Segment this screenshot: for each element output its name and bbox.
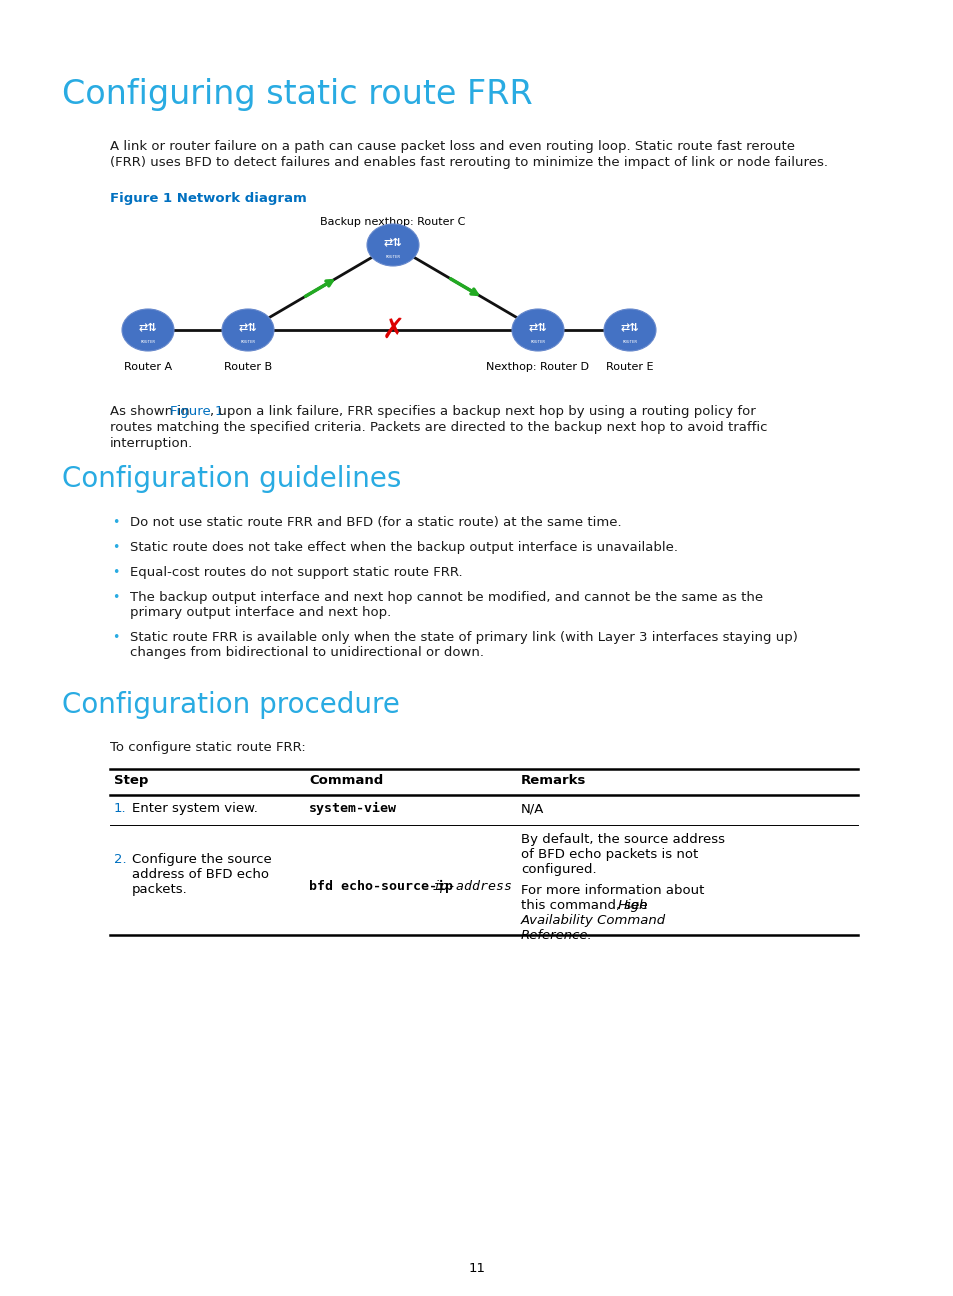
Text: ROUTER: ROUTER <box>240 340 255 343</box>
Text: A link or router failure on a path can cause packet loss and even routing loop. : A link or router failure on a path can c… <box>110 140 794 153</box>
Ellipse shape <box>367 224 418 266</box>
Text: •: • <box>112 540 119 553</box>
Text: By default, the source address: By default, the source address <box>520 833 724 846</box>
Text: , upon a link failure, FRR specifies a backup next hop by using a routing policy: , upon a link failure, FRR specifies a b… <box>210 404 755 419</box>
Text: 11: 11 <box>468 1262 485 1275</box>
Text: •: • <box>112 516 119 529</box>
Text: configured.: configured. <box>520 863 596 876</box>
Text: Router E: Router E <box>605 362 653 372</box>
Text: Do not use static route FRR and BFD (for a static route) at the same time.: Do not use static route FRR and BFD (for… <box>130 516 621 529</box>
Text: Step: Step <box>113 774 149 787</box>
Text: Static route FRR is available only when the state of primary link (with Layer 3 : Static route FRR is available only when … <box>130 631 797 644</box>
Text: Equal-cost routes do not support static route FRR.: Equal-cost routes do not support static … <box>130 566 462 579</box>
Text: Static route does not take effect when the backup output interface is unavailabl: Static route does not take effect when t… <box>130 540 678 553</box>
Text: Remarks: Remarks <box>520 774 586 787</box>
Text: Router A: Router A <box>124 362 172 372</box>
Text: ⇄⇅: ⇄⇅ <box>528 323 547 333</box>
Text: ⇄⇅: ⇄⇅ <box>138 323 157 333</box>
Text: address of BFD echo: address of BFD echo <box>132 868 269 881</box>
Text: Nexthop: Router D: Nexthop: Router D <box>486 362 589 372</box>
Text: For more information about: For more information about <box>520 884 703 897</box>
Text: ip-address: ip-address <box>433 880 513 893</box>
Text: •: • <box>112 591 119 604</box>
Text: interruption.: interruption. <box>110 437 193 450</box>
Text: changes from bidirectional to unidirectional or down.: changes from bidirectional to unidirecti… <box>130 645 483 658</box>
Text: (FRR) uses BFD to detect failures and enables fast rerouting to minimize the imp: (FRR) uses BFD to detect failures and en… <box>110 156 827 168</box>
Text: Reference.: Reference. <box>520 929 592 942</box>
Text: Availability Command: Availability Command <box>520 914 665 927</box>
Text: Figure 1: Figure 1 <box>170 404 223 419</box>
Text: ⇄⇅: ⇄⇅ <box>238 323 257 333</box>
Text: ⇄⇅: ⇄⇅ <box>383 237 402 248</box>
Text: •: • <box>112 631 119 644</box>
Text: High: High <box>618 899 648 912</box>
Text: routes matching the specified criteria. Packets are directed to the backup next : routes matching the specified criteria. … <box>110 421 767 434</box>
Text: Router B: Router B <box>224 362 272 372</box>
Text: ✗: ✗ <box>381 316 404 343</box>
Ellipse shape <box>222 308 274 351</box>
Text: Configuration guidelines: Configuration guidelines <box>62 465 401 492</box>
Text: 1.: 1. <box>113 802 127 815</box>
Text: Configure the source: Configure the source <box>132 853 272 866</box>
Text: primary output interface and next hop.: primary output interface and next hop. <box>130 607 391 619</box>
Text: The backup output interface and next hop cannot be modified, and cannot be the s: The backup output interface and next hop… <box>130 591 762 604</box>
Text: N/A: N/A <box>520 802 544 815</box>
Text: Backup nexthop: Router C: Backup nexthop: Router C <box>320 216 465 227</box>
Text: packets.: packets. <box>132 883 188 896</box>
Text: 2.: 2. <box>113 853 127 866</box>
Text: Command: Command <box>309 774 383 787</box>
Ellipse shape <box>512 308 563 351</box>
Text: •: • <box>112 566 119 579</box>
Text: To configure static route FRR:: To configure static route FRR: <box>110 741 305 754</box>
Text: Enter system view.: Enter system view. <box>132 802 257 815</box>
Ellipse shape <box>603 308 656 351</box>
Text: ROUTER: ROUTER <box>385 254 400 258</box>
Text: of BFD echo packets is not: of BFD echo packets is not <box>520 848 698 861</box>
Text: ⇄⇅: ⇄⇅ <box>620 323 639 333</box>
Text: bfd echo-source-ip: bfd echo-source-ip <box>309 880 453 893</box>
Text: ROUTER: ROUTER <box>622 340 637 343</box>
Text: Configuring static route FRR: Configuring static route FRR <box>62 78 532 111</box>
Text: system-view: system-view <box>309 802 396 815</box>
Ellipse shape <box>122 308 173 351</box>
Text: ROUTER: ROUTER <box>140 340 155 343</box>
Text: Figure 1 Network diagram: Figure 1 Network diagram <box>110 192 307 205</box>
Text: ROUTER: ROUTER <box>530 340 545 343</box>
Text: this command, see: this command, see <box>520 899 651 912</box>
Text: As shown in: As shown in <box>110 404 193 419</box>
Text: Configuration procedure: Configuration procedure <box>62 691 399 719</box>
